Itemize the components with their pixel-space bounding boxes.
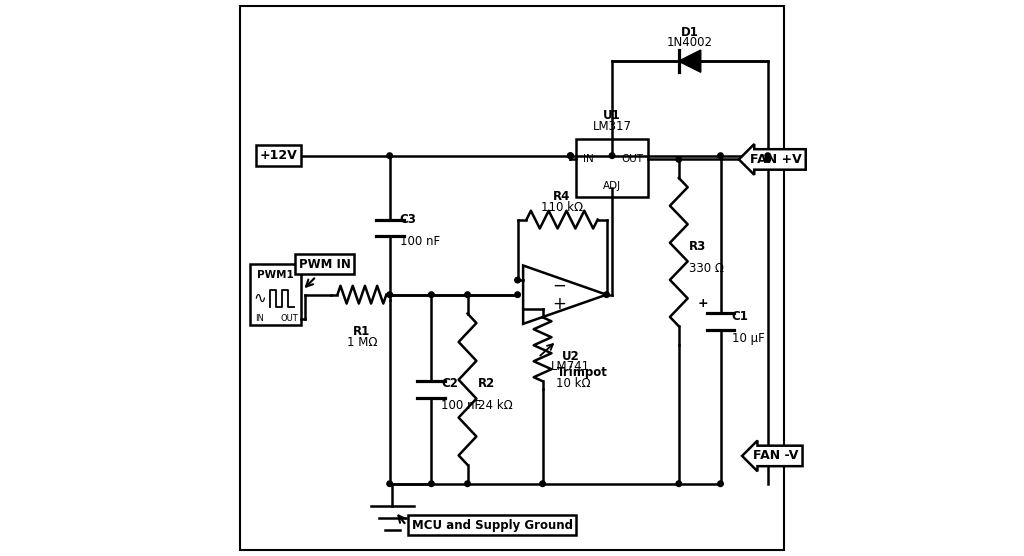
Text: ∿: ∿	[253, 291, 266, 306]
Text: C3: C3	[399, 213, 417, 226]
Circle shape	[540, 481, 546, 486]
Circle shape	[429, 481, 434, 486]
Text: LM741: LM741	[551, 360, 590, 373]
Text: IN: IN	[255, 314, 264, 323]
Text: +12V: +12V	[260, 149, 297, 162]
Circle shape	[567, 153, 573, 158]
Text: 330 Ω: 330 Ω	[689, 262, 724, 275]
Text: FAN -V: FAN -V	[754, 449, 799, 463]
Text: C2: C2	[441, 377, 459, 390]
Text: R3: R3	[689, 240, 707, 253]
Text: PWM1: PWM1	[257, 270, 294, 280]
Text: 10 μF: 10 μF	[731, 332, 764, 345]
Text: Trimpot: Trimpot	[556, 366, 607, 379]
Text: R1: R1	[353, 325, 371, 338]
Text: IN: IN	[583, 155, 593, 165]
FancyBboxPatch shape	[575, 139, 648, 197]
Text: 100 nF: 100 nF	[399, 235, 440, 249]
Circle shape	[718, 481, 723, 486]
Circle shape	[465, 481, 470, 486]
FancyBboxPatch shape	[250, 264, 301, 325]
Circle shape	[387, 481, 392, 486]
Circle shape	[676, 481, 682, 486]
Text: C1: C1	[731, 310, 749, 322]
Circle shape	[387, 292, 392, 297]
Text: LM317: LM317	[593, 121, 632, 133]
Circle shape	[465, 292, 470, 297]
Text: 24 kΩ: 24 kΩ	[477, 399, 512, 413]
Text: D1: D1	[681, 26, 698, 39]
Text: R4: R4	[553, 190, 570, 203]
Text: +: +	[552, 295, 566, 313]
Circle shape	[515, 292, 520, 297]
Text: 10 kΩ: 10 kΩ	[556, 377, 591, 390]
Polygon shape	[523, 266, 606, 324]
Circle shape	[609, 153, 614, 158]
Circle shape	[718, 153, 723, 158]
Circle shape	[515, 277, 520, 283]
Circle shape	[429, 292, 434, 297]
Circle shape	[765, 157, 770, 162]
Text: OUT: OUT	[622, 155, 644, 165]
Circle shape	[567, 153, 573, 158]
Text: FAN +V: FAN +V	[751, 153, 802, 166]
Circle shape	[604, 292, 609, 297]
Text: U1: U1	[603, 110, 621, 122]
Text: 110 kΩ: 110 kΩ	[541, 201, 583, 214]
Text: ADJ: ADJ	[603, 181, 622, 191]
Circle shape	[387, 153, 392, 158]
Text: R2: R2	[477, 377, 495, 390]
Polygon shape	[679, 50, 700, 72]
Text: −: −	[552, 276, 566, 295]
Circle shape	[765, 153, 770, 158]
Text: 1 MΩ: 1 MΩ	[347, 336, 377, 349]
Circle shape	[676, 157, 682, 162]
Text: PWM IN: PWM IN	[299, 257, 350, 271]
Text: MCU and Supply Ground: MCU and Supply Ground	[412, 519, 572, 532]
Text: 1N4002: 1N4002	[667, 36, 713, 49]
Text: 100 nF: 100 nF	[441, 399, 481, 413]
Text: U2: U2	[561, 350, 580, 363]
Text: OUT: OUT	[281, 314, 298, 323]
Text: +: +	[697, 297, 708, 310]
